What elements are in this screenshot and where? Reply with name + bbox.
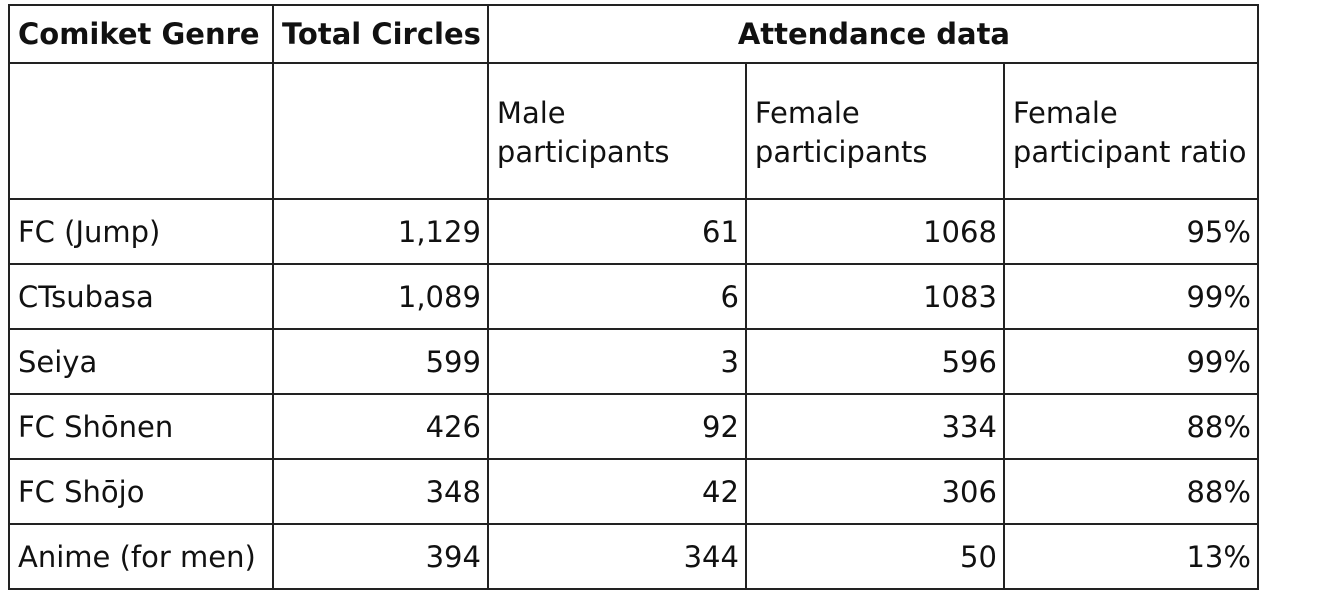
cell-ratio[interactable]: 13%	[1002, 523, 1259, 590]
table-row: FC (Jump) 1,129 61 1068 95%	[8, 198, 1259, 265]
header-total-circles[interactable]: Total Circles	[272, 4, 489, 64]
table-row: Anime (for men) 394 344 50 13%	[8, 523, 1259, 590]
cell-genre[interactable]: FC Shōnen	[8, 393, 274, 460]
cell-male[interactable]: 61	[486, 198, 747, 265]
table-row: FC Shōjo 348 42 306 88%	[8, 458, 1259, 525]
cell-total-circles[interactable]: 599	[272, 328, 489, 395]
cell-male[interactable]: 344	[486, 523, 747, 590]
cell-ratio[interactable]: 88%	[1002, 393, 1259, 460]
cell-male[interactable]: 42	[486, 458, 747, 525]
cell-ratio[interactable]: 88%	[1002, 458, 1259, 525]
cell-genre[interactable]: Anime (for men)	[8, 523, 274, 590]
cell-ratio[interactable]: 95%	[1002, 198, 1259, 265]
cell-genre[interactable]: CTsubasa	[8, 263, 274, 330]
cell-total-circles[interactable]: 394	[272, 523, 489, 590]
cell-genre[interactable]: FC Shōjo	[8, 458, 274, 525]
header-row: Comiket Genre Total Circles Attendance d…	[8, 4, 1259, 64]
subheader-total[interactable]	[272, 62, 489, 200]
subheader-row: Male participants Female participants Fe…	[8, 62, 1259, 200]
cell-male[interactable]: 6	[486, 263, 747, 330]
cell-genre[interactable]: Seiya	[8, 328, 274, 395]
cell-genre[interactable]: FC (Jump)	[8, 198, 274, 265]
cell-total-circles[interactable]: 1,089	[272, 263, 489, 330]
cell-ratio[interactable]: 99%	[1002, 328, 1259, 395]
subheader-ratio[interactable]: Female participant ratio	[1002, 62, 1259, 200]
cell-female[interactable]: 1068	[744, 198, 1005, 265]
cell-male[interactable]: 92	[486, 393, 747, 460]
table-row: FC Shōnen 426 92 334 88%	[8, 393, 1259, 460]
cell-total-circles[interactable]: 426	[272, 393, 489, 460]
cell-ratio[interactable]: 99%	[1002, 263, 1259, 330]
cell-female[interactable]: 596	[744, 328, 1005, 395]
cell-female[interactable]: 334	[744, 393, 1005, 460]
cell-female[interactable]: 306	[744, 458, 1005, 525]
subheader-male[interactable]: Male participants	[486, 62, 747, 200]
cell-total-circles[interactable]: 348	[272, 458, 489, 525]
cell-female[interactable]: 50	[744, 523, 1005, 590]
subheader-female[interactable]: Female participants	[744, 62, 1005, 200]
subheader-genre[interactable]	[8, 62, 274, 200]
cell-male[interactable]: 3	[486, 328, 747, 395]
cell-female[interactable]: 1083	[744, 263, 1005, 330]
table-row: Seiya 599 3 596 99%	[8, 328, 1259, 395]
table-row: CTsubasa 1,089 6 1083 99%	[8, 263, 1259, 330]
header-attendance-data[interactable]: Attendance data	[486, 4, 1259, 64]
attendance-table: Comiket Genre Total Circles Attendance d…	[8, 4, 1259, 590]
cell-total-circles[interactable]: 1,129	[272, 198, 489, 265]
header-genre[interactable]: Comiket Genre	[8, 4, 274, 64]
